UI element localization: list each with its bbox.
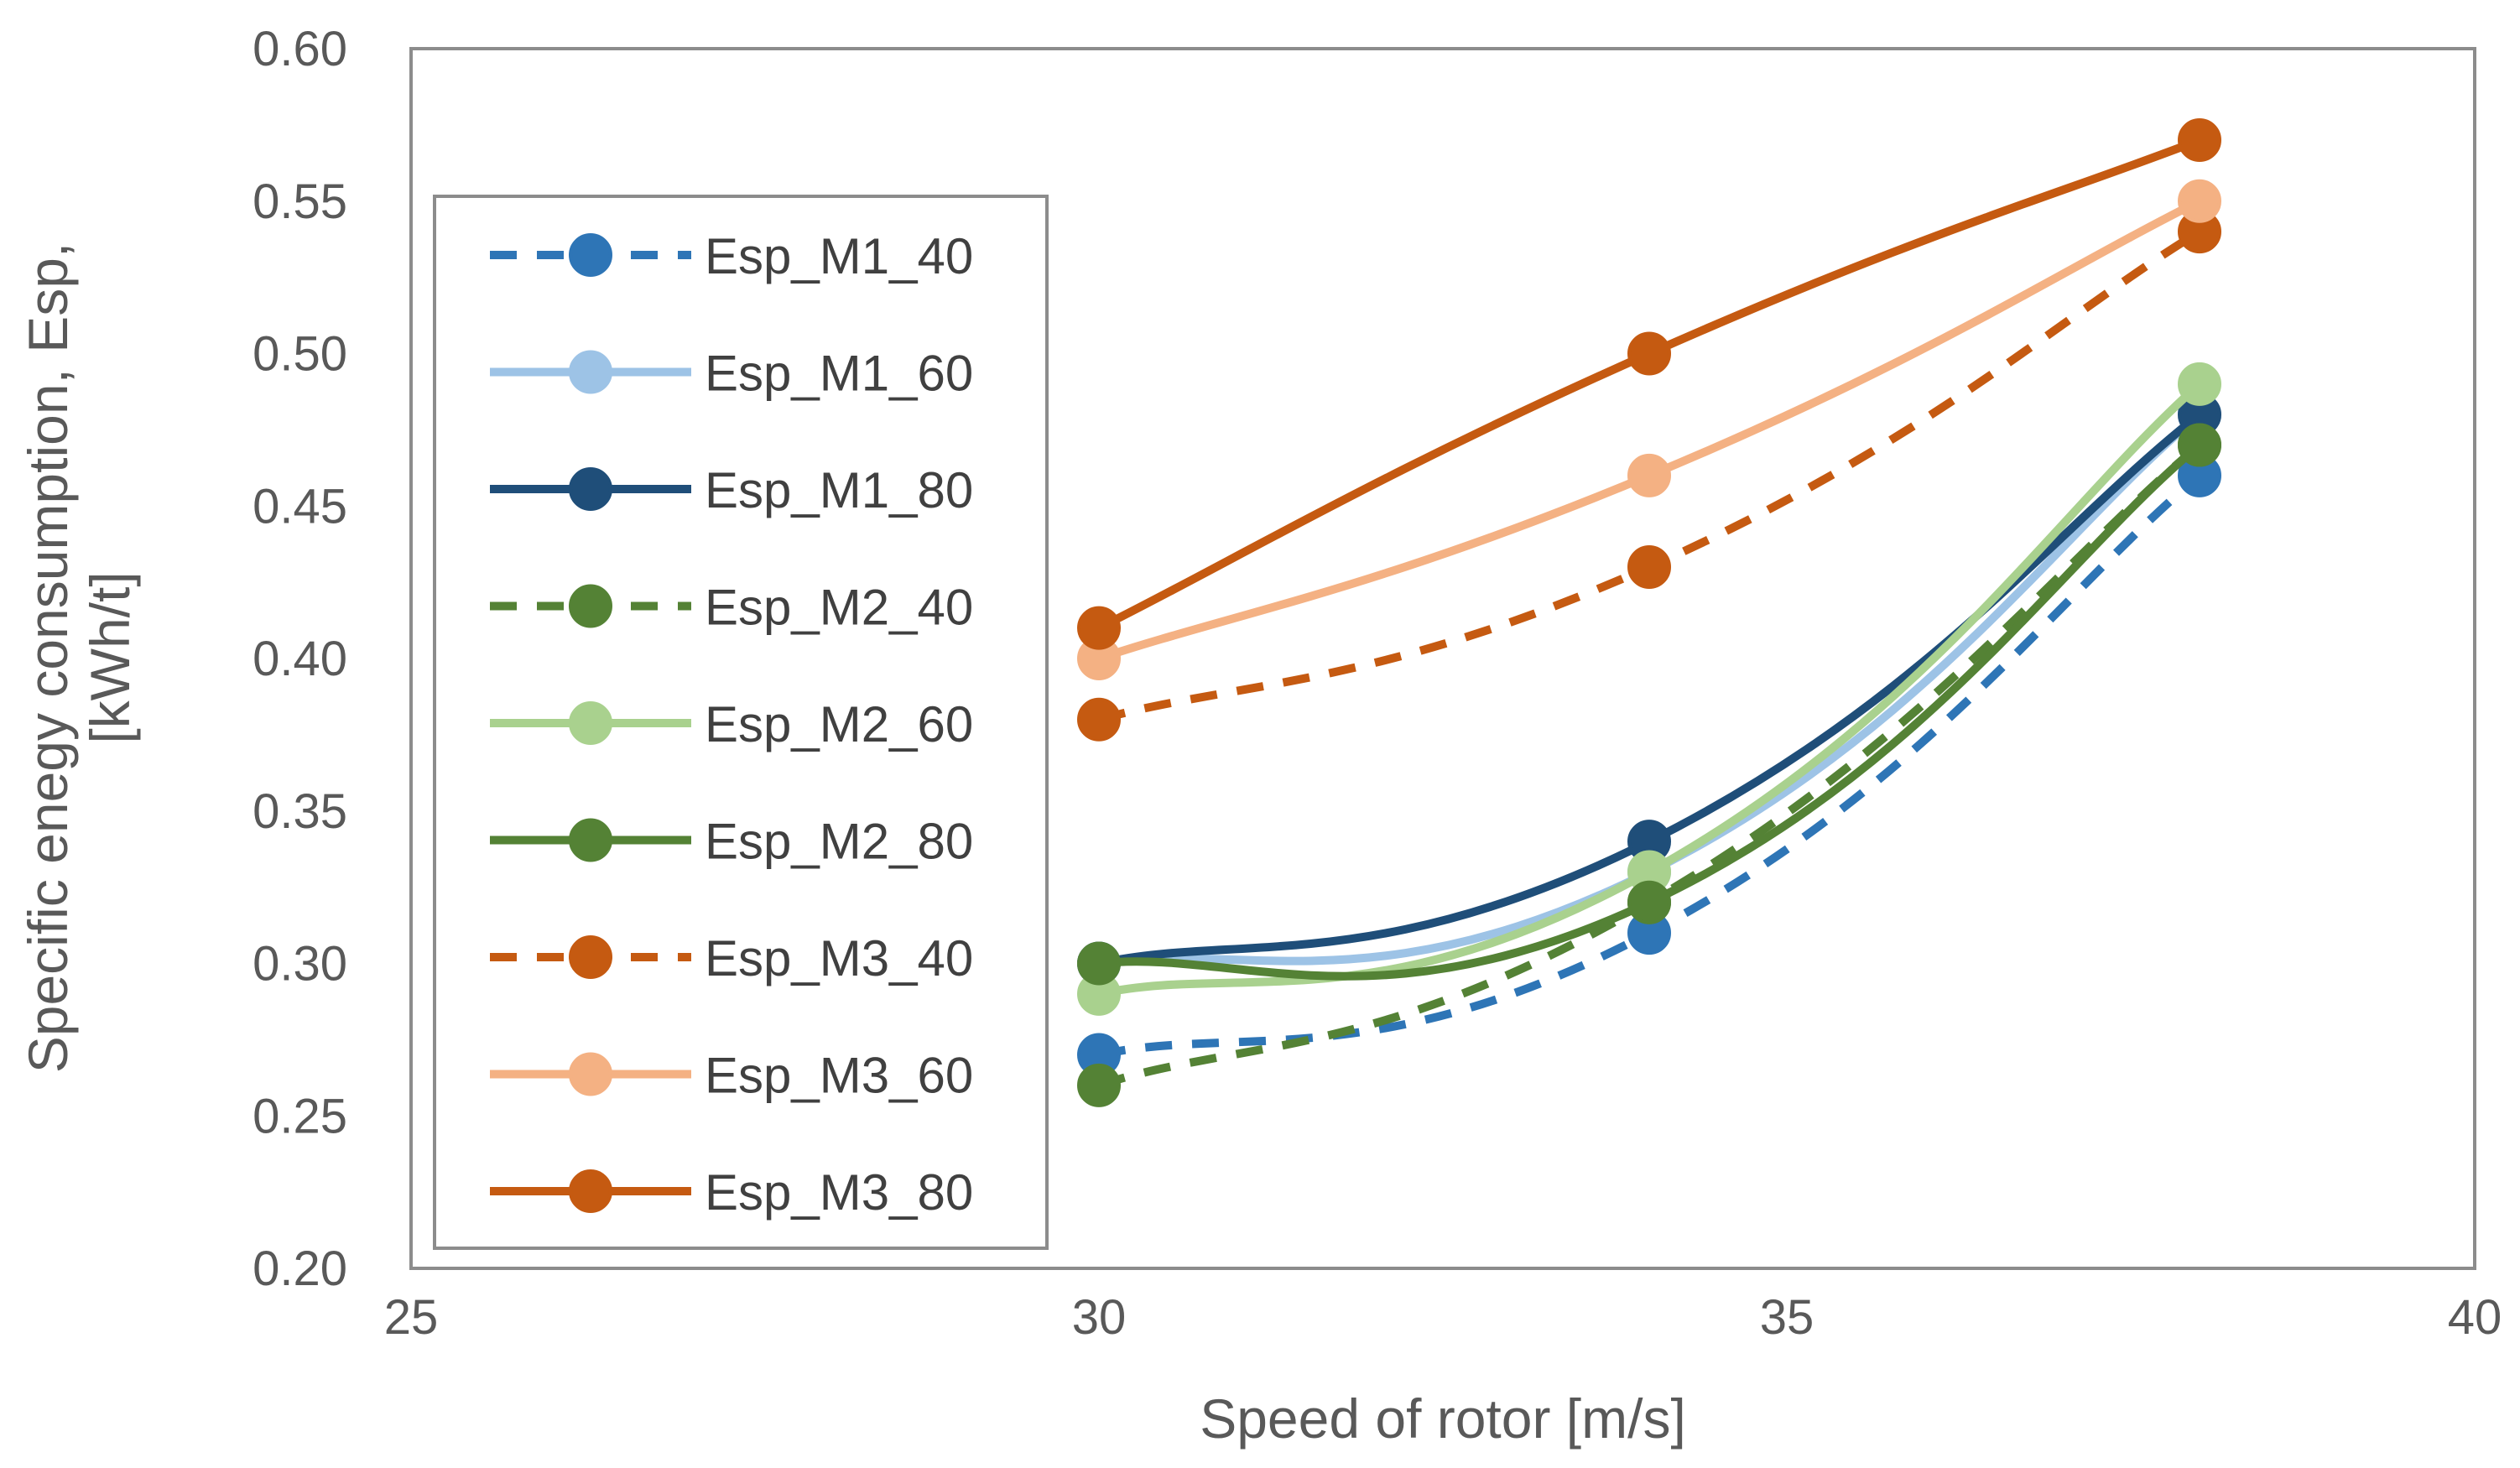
legend-label: Esp_M3_80 <box>705 1164 973 1221</box>
y-tick-label: 0.35 <box>253 784 347 839</box>
legend-label: Esp_M2_60 <box>705 696 973 752</box>
y-tick-label: 0.30 <box>253 937 347 992</box>
y-tick-label: 0.45 <box>253 479 347 534</box>
data-point <box>1627 880 1671 924</box>
data-point <box>2178 362 2221 406</box>
legend-label: Esp_M3_60 <box>705 1048 973 1104</box>
series-Esp_M3_40 <box>1077 210 2221 742</box>
x-tick-label: 35 <box>1760 1290 1815 1345</box>
data-point <box>1627 453 1671 497</box>
data-point <box>2178 423 2221 467</box>
series-line <box>1097 441 2203 1090</box>
y-tick-label: 0.55 <box>253 174 347 229</box>
legend-item-Esp_M3_80: Esp_M3_80 <box>490 1164 973 1221</box>
legend-item-Esp_M3_40: Esp_M3_40 <box>490 930 973 986</box>
legend-item-Esp_M3_60: Esp_M3_60 <box>490 1048 973 1104</box>
legend-label: Esp_M2_40 <box>705 580 973 636</box>
legend-item-Esp_M2_40: Esp_M2_40 <box>490 580 973 636</box>
x-tick-label: 25 <box>384 1290 439 1345</box>
x-tick-label: 40 <box>2448 1290 2502 1345</box>
data-point <box>1627 544 1671 589</box>
legend-item-Esp_M1_80: Esp_M1_80 <box>490 462 973 518</box>
y-axis-title-line-1: Specific enegy consumption, Esp, <box>17 242 79 1074</box>
legend-marker <box>569 701 612 745</box>
legend-label: Esp_M2_80 <box>705 814 973 870</box>
y-tick-label: 0.50 <box>253 327 347 382</box>
legend-marker <box>569 350 612 394</box>
data-point <box>2178 118 2221 163</box>
legend-marker <box>569 818 612 862</box>
y-tick-label: 0.40 <box>253 632 347 686</box>
series-layer <box>1077 118 2221 1107</box>
legend-label: Esp_M1_80 <box>705 462 973 518</box>
series-Esp_M2_80 <box>1077 423 2221 986</box>
legend-item-Esp_M2_60: Esp_M2_60 <box>490 696 973 752</box>
legend-label: Esp_M1_60 <box>705 346 973 402</box>
data-point <box>1627 331 1671 376</box>
legend-marker <box>569 1169 612 1213</box>
y-axis-title: Specific enegy consumption, Esp, [kWh/t] <box>17 242 141 1074</box>
data-point <box>1077 1063 1121 1107</box>
legend-marker <box>569 935 612 979</box>
data-point <box>1077 606 1121 650</box>
legend-item-Esp_M2_80: Esp_M2_80 <box>490 814 973 870</box>
legend-marker <box>569 1052 612 1096</box>
y-tick-label: 0.60 <box>253 22 347 76</box>
data-point <box>2178 179 2221 223</box>
x-axis-ticks: 25 30 35 40 <box>384 1290 2502 1345</box>
legend: Esp_M1_40 Esp_M1_60 Esp_M1_80 Esp_M2_40 Esp_… <box>433 195 1049 1250</box>
legend-marker <box>569 584 612 628</box>
x-axis-title: Speed of rotor [m/s] <box>1200 1387 1686 1450</box>
legend-item-Esp_M1_60: Esp_M1_60 <box>490 346 973 402</box>
x-tick-label: 30 <box>1072 1290 1127 1345</box>
series-Esp_M3_80 <box>1077 118 2221 650</box>
data-point <box>1077 941 1121 986</box>
legend-label: Esp_M1_40 <box>705 228 973 284</box>
data-point <box>1077 697 1121 742</box>
legend-items: Esp_M1_40 Esp_M1_60 Esp_M1_80 Esp_M2_40 Esp_… <box>490 228 973 1221</box>
y-axis-ticks: 0.20 0.25 0.30 0.35 0.40 0.45 0.50 0.55 0.60 <box>253 22 347 1296</box>
legend-marker <box>569 467 612 511</box>
y-tick-label: 0.20 <box>253 1242 347 1296</box>
y-axis-title-line-2: [kWh/t] <box>79 571 141 743</box>
legend-label: Esp_M3_40 <box>705 930 973 986</box>
y-tick-label: 0.25 <box>253 1089 347 1143</box>
legend-item-Esp_M1_40: Esp_M1_40 <box>490 228 973 284</box>
legend-marker <box>569 233 612 277</box>
